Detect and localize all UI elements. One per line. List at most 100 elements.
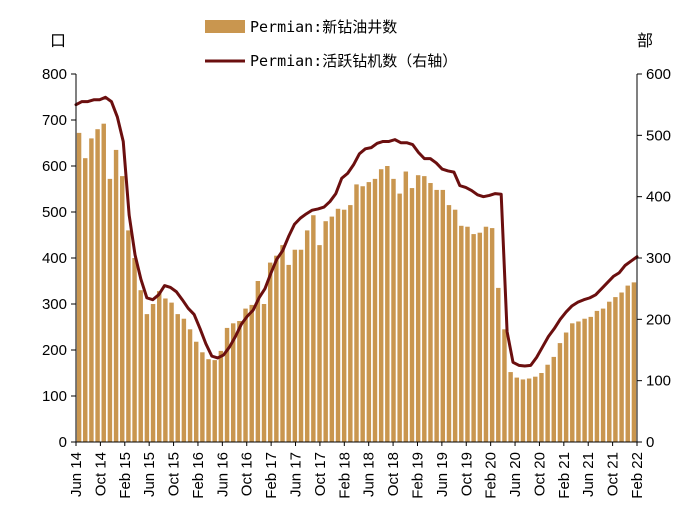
bar <box>95 129 100 442</box>
bar <box>274 255 279 442</box>
bar <box>551 356 556 442</box>
axis-unit-labels: 口部 <box>50 31 653 50</box>
bar <box>237 321 242 442</box>
bar <box>428 183 433 442</box>
bar <box>496 287 501 442</box>
left-axis-unit: 口 <box>50 31 66 50</box>
bar <box>243 308 248 442</box>
bar <box>200 352 205 442</box>
x-tick-label: Oct 14 <box>92 452 109 496</box>
x-tick-label: Jun 20 <box>507 452 524 497</box>
bar <box>249 304 254 442</box>
left-tick-label: 400 <box>42 250 67 267</box>
bar <box>422 176 427 442</box>
bar <box>169 302 174 442</box>
right-tick-label: 500 <box>646 127 671 144</box>
bar <box>465 226 470 442</box>
bar <box>206 359 211 442</box>
bar <box>230 323 236 442</box>
bar <box>150 304 156 442</box>
bar <box>89 138 94 442</box>
bar <box>354 184 359 442</box>
bar <box>514 377 520 442</box>
x-tick-label: Oct 17 <box>312 452 329 496</box>
bar <box>138 290 143 442</box>
bar <box>120 176 125 442</box>
axes: 0 100 200 300 400 500 600 700 800 0 100 200 300 400 50… <box>42 66 671 499</box>
x-tick-label: Jun 17 <box>288 452 305 497</box>
bar <box>323 221 328 442</box>
x-tick-label: Feb 19 <box>409 452 426 499</box>
bar <box>83 158 88 442</box>
bar <box>163 298 168 442</box>
bar <box>360 186 365 442</box>
legend-bar-label: Permian:新钻油井数 <box>250 18 397 36</box>
bar <box>385 166 390 442</box>
bar <box>415 175 421 442</box>
bar <box>588 316 593 442</box>
bar <box>311 215 316 442</box>
x-tick-label: Feb 21 <box>556 452 573 499</box>
x-tick-label: Jun 15 <box>141 452 158 497</box>
bar <box>520 379 526 442</box>
x-tick-label: Feb 16 <box>190 452 207 499</box>
left-tick-label: 700 <box>42 112 67 129</box>
bar <box>372 178 378 442</box>
legend-bar-swatch <box>205 20 245 33</box>
x-tick-label: Jun 18 <box>361 452 378 497</box>
bar <box>255 281 261 442</box>
bar <box>434 189 439 442</box>
x-tick-label: Jun 21 <box>580 452 597 497</box>
bar <box>625 285 630 442</box>
bar <box>335 208 341 442</box>
bar <box>409 188 415 442</box>
x-tick-label: Jun 14 <box>68 452 85 497</box>
bar <box>304 230 310 442</box>
bar <box>298 249 304 442</box>
bar <box>533 376 538 442</box>
x-tick-label: Oct 19 <box>458 452 475 496</box>
bar <box>280 245 285 442</box>
bar <box>391 178 396 442</box>
bar <box>286 264 291 442</box>
left-tick-label: 800 <box>42 66 67 83</box>
bar <box>317 245 322 442</box>
bar <box>471 234 476 442</box>
x-tick-label: Feb 18 <box>336 452 353 499</box>
x-tick-label: Feb 15 <box>117 452 134 499</box>
x-tick-label: Jun 19 <box>434 452 451 497</box>
bar <box>107 178 113 442</box>
right-tick-label: 600 <box>646 66 671 83</box>
x-tick-label: Oct 20 <box>531 452 548 496</box>
bar <box>341 209 347 442</box>
bar <box>261 304 267 442</box>
x-tick-label: Feb 20 <box>483 452 500 499</box>
bar <box>459 225 464 442</box>
bar <box>600 308 606 442</box>
bar <box>397 193 402 442</box>
right-axis-unit: 部 <box>637 31 653 50</box>
left-tick-label: 300 <box>42 296 67 313</box>
right-tick-label: 200 <box>646 311 671 328</box>
bar <box>292 249 298 442</box>
bar <box>613 297 618 442</box>
right-tick-label: 0 <box>646 434 654 451</box>
bar <box>378 169 384 442</box>
x-tick-label: Oct 16 <box>239 452 256 496</box>
bar <box>144 314 150 442</box>
bar <box>212 360 217 442</box>
bar <box>576 321 581 442</box>
left-tick-label: 500 <box>42 204 67 221</box>
bar <box>502 329 507 442</box>
bar <box>452 209 458 442</box>
legend-line-label: Permian:活跃钻机数（右轴） <box>250 52 457 70</box>
x-tick-label: Oct 15 <box>166 452 183 496</box>
bar <box>631 282 637 442</box>
x-tick-label: Oct 21 <box>605 452 622 496</box>
rig-count-line <box>74 95 639 368</box>
bar <box>526 378 532 442</box>
bar <box>329 216 335 442</box>
bar <box>187 329 193 442</box>
